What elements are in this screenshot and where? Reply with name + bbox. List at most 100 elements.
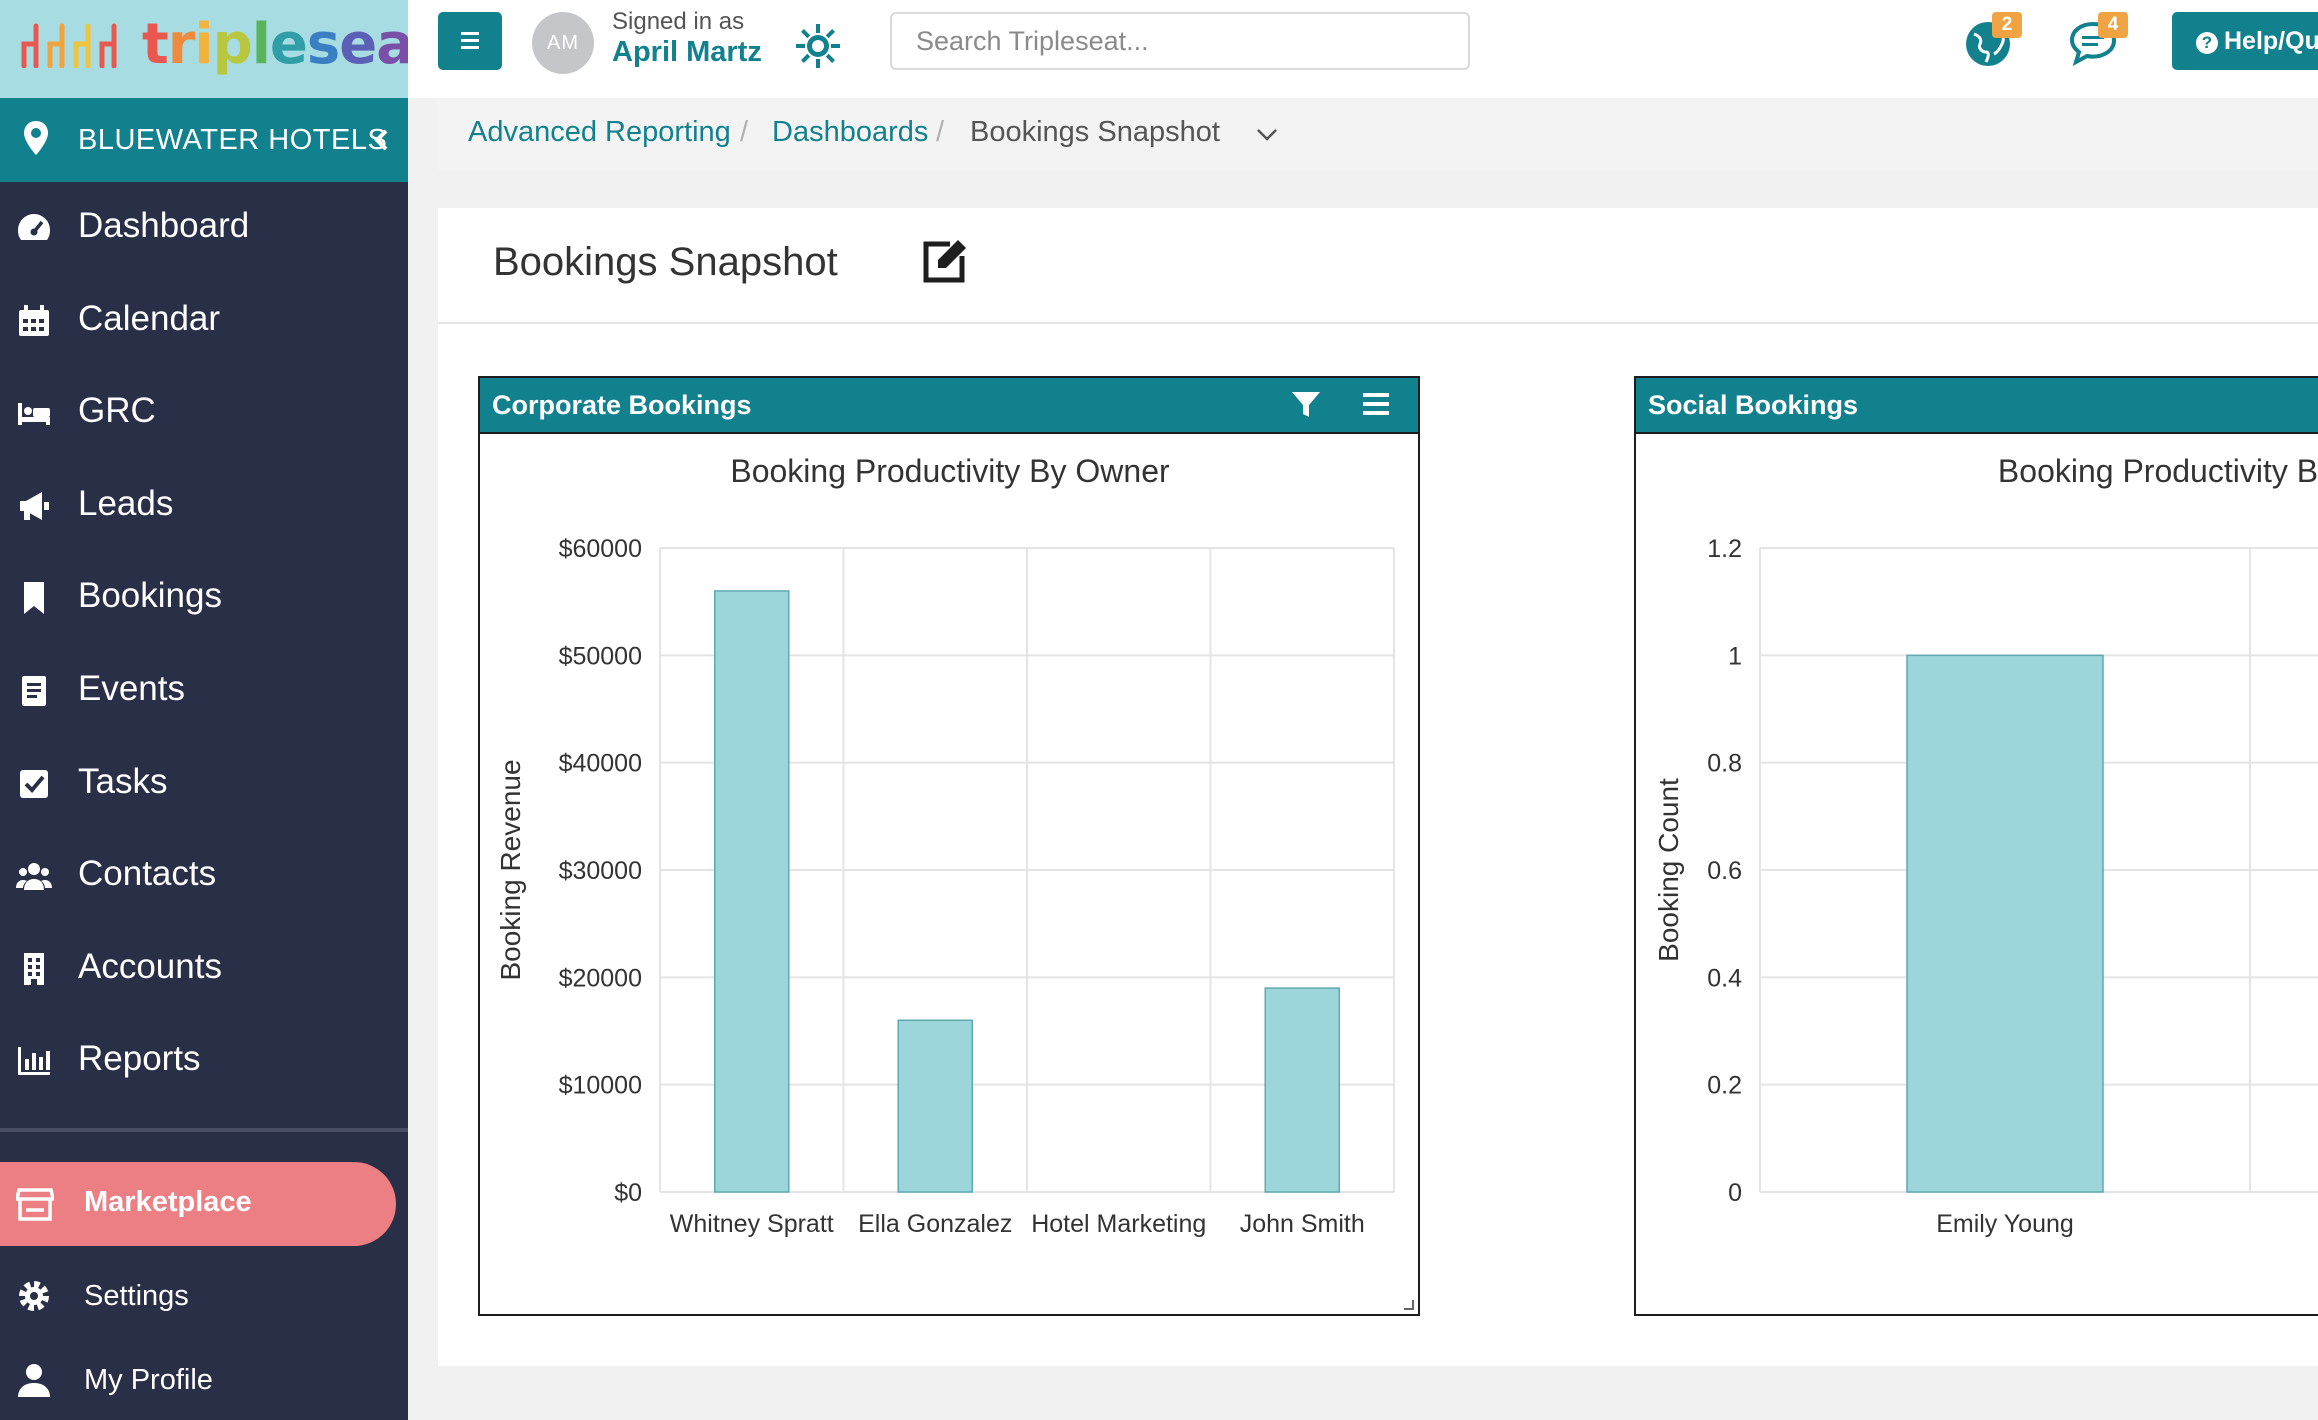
chat-icon	[2069, 21, 2117, 66]
sidebar-item-calendar[interactable]: Calendar	[0, 281, 408, 361]
sidebar-item-label: Leads	[78, 483, 174, 523]
logo-letter: e	[269, 12, 308, 77]
page-title: Bookings Snapshot	[493, 240, 838, 284]
marketplace-label: Marketplace	[84, 1186, 252, 1218]
bar-ella-gonzalez	[897, 1019, 973, 1193]
bookmark-icon	[24, 582, 44, 615]
question-icon: ?	[2196, 32, 2218, 54]
user-icon	[18, 1364, 50, 1397]
filter-icon[interactable]	[1290, 390, 1322, 420]
sidebar-item-contacts[interactable]: Contacts	[0, 836, 408, 916]
y-tick-label: 0.6	[1707, 857, 1742, 885]
logo-mark-icon	[21, 23, 117, 68]
sidebar-item-label: Reports	[78, 1039, 201, 1079]
y-tick-label: 1.2	[1707, 535, 1742, 563]
marketplace-button[interactable]: Marketplace	[0, 1162, 396, 1246]
sun-icon[interactable]	[794, 22, 842, 70]
menu-icon[interactable]	[1362, 392, 1390, 416]
x-tick-label: Emily Young	[1936, 1210, 2074, 1238]
sidebar-item-reports[interactable]: Reports	[0, 1021, 408, 1101]
menu-toggle-button[interactable]	[438, 12, 502, 70]
sidebar-item-label: My Profile	[84, 1364, 213, 1396]
y-axis-label: Booking Revenue	[495, 759, 526, 980]
bar-john-smith	[1264, 987, 1340, 1193]
sidebar-item-label: GRC	[78, 391, 156, 431]
x-tick-label: Hotel Marketing	[1031, 1210, 1206, 1238]
chevron-down-icon[interactable]	[1256, 128, 1278, 142]
logo-letter: l	[251, 12, 271, 77]
widget-title: Corporate Bookings	[492, 390, 752, 420]
y-tick-label: 0	[1728, 1179, 1742, 1207]
sidebar-item-label: Calendar	[78, 298, 221, 338]
sidebar-item-label: Events	[78, 669, 185, 708]
check-square-icon	[20, 769, 48, 798]
logo-text: tripleseat	[142, 12, 440, 77]
chart-title: Booking Productivity By Owner	[730, 453, 1170, 489]
calendar-icon	[19, 304, 49, 336]
sidebar-item-accounts[interactable]: Accounts	[0, 929, 408, 1009]
logo-area: tripleseat	[0, 0, 440, 98]
sidebar-item-bookings[interactable]: Bookings	[0, 558, 408, 638]
bar-chart-icon	[18, 1047, 50, 1076]
breadcrumb-separator: /	[936, 116, 945, 148]
breadcrumb: Advanced Reporting / Dashboards / Bookin…	[438, 98, 2318, 170]
sidebar-divider	[0, 1128, 408, 1132]
breadcrumb-advanced-reporting[interactable]: Advanced Reporting	[468, 116, 731, 148]
avatar[interactable]: AM	[532, 12, 594, 74]
widget-header: Corporate Bookings	[480, 378, 1418, 434]
logo-letter: p	[212, 12, 253, 77]
users-icon	[16, 863, 52, 891]
breadcrumb-separator: /	[740, 116, 749, 148]
y-tick-label: $50000	[559, 642, 642, 670]
chat-notifications[interactable]: 4	[2068, 12, 2128, 66]
logo-letter: t	[142, 12, 169, 77]
signed-in-label: Signed in as	[612, 8, 745, 35]
help-button[interactable]: ? Help/Qu	[2172, 12, 2318, 70]
user-name[interactable]: April Martz	[612, 36, 762, 68]
sidebar: tripleseat BLUEWATER HOTELS DashboardCal…	[0, 0, 440, 1420]
hamburger-icon	[461, 32, 479, 49]
sidebar-item-events[interactable]: Events	[0, 651, 408, 731]
sidebar-item-my-profile[interactable]: My Profile	[0, 1346, 408, 1416]
sidebar-item-label: Dashboard	[78, 206, 250, 245]
sidebar-item-label: Accounts	[78, 946, 222, 986]
location-label: BLUEWATER HOTELS	[78, 124, 388, 156]
sidebar-item-grc[interactable]: GRC	[0, 373, 408, 453]
help-label: Help/Qu	[2224, 27, 2318, 55]
gear-icon	[19, 1281, 49, 1311]
sidebar-item-label: Settings	[84, 1280, 189, 1312]
sidebar-item-tasks[interactable]: Tasks	[0, 744, 408, 824]
y-tick-label: $10000	[559, 1072, 642, 1100]
x-tick-label: Ella Gonzalez	[858, 1210, 1012, 1238]
sidebar-item-dashboard[interactable]: Dashboard	[0, 188, 408, 268]
chevron-left-icon[interactable]	[372, 128, 390, 152]
bar-emily-young	[1906, 654, 2104, 1193]
logo-letter: r	[167, 12, 196, 77]
logo-letter: a	[376, 12, 414, 77]
y-tick-label: $60000	[559, 535, 642, 563]
search-input[interactable]	[890, 12, 1470, 70]
location-selector[interactable]: BLUEWATER HOTELS	[0, 98, 408, 182]
social-bookings-widget: Social Bookings Booking Productivity By 0…	[1634, 376, 2318, 1316]
bed-icon	[18, 403, 50, 426]
widget-header: Social Bookings	[1636, 378, 2318, 434]
y-tick-label: $30000	[559, 857, 642, 885]
gauge-icon	[17, 214, 51, 240]
sidebar-item-leads[interactable]: Leads	[0, 466, 408, 546]
breadcrumb-dashboards[interactable]: Dashboards	[772, 116, 929, 148]
y-tick-label: $20000	[559, 964, 642, 992]
globe-badge: 2	[1992, 12, 2022, 38]
globe-notifications[interactable]: 2	[1964, 12, 2022, 68]
edit-icon[interactable]	[920, 238, 970, 284]
y-tick-label: 1	[1728, 642, 1742, 670]
chat-badge: 4	[2098, 12, 2128, 38]
resize-grip-icon[interactable]	[1402, 1298, 1414, 1310]
top-bar: AM Signed in as April Martz 2 4 ? Help/Qu	[408, 0, 2318, 98]
megaphone-icon	[20, 491, 49, 520]
breadcrumb-current: Bookings Snapshot	[970, 116, 1220, 148]
corporate-bookings-chart: Booking Productivity By Owner $0 $10000 $20…	[495, 453, 1395, 1238]
sidebar-item-settings[interactable]: Settings	[0, 1262, 408, 1332]
widget-title: Social Bookings	[1648, 390, 1859, 420]
bar-whitney-spratt	[714, 590, 790, 1193]
x-tick-label: Whitney Spratt	[670, 1210, 834, 1238]
